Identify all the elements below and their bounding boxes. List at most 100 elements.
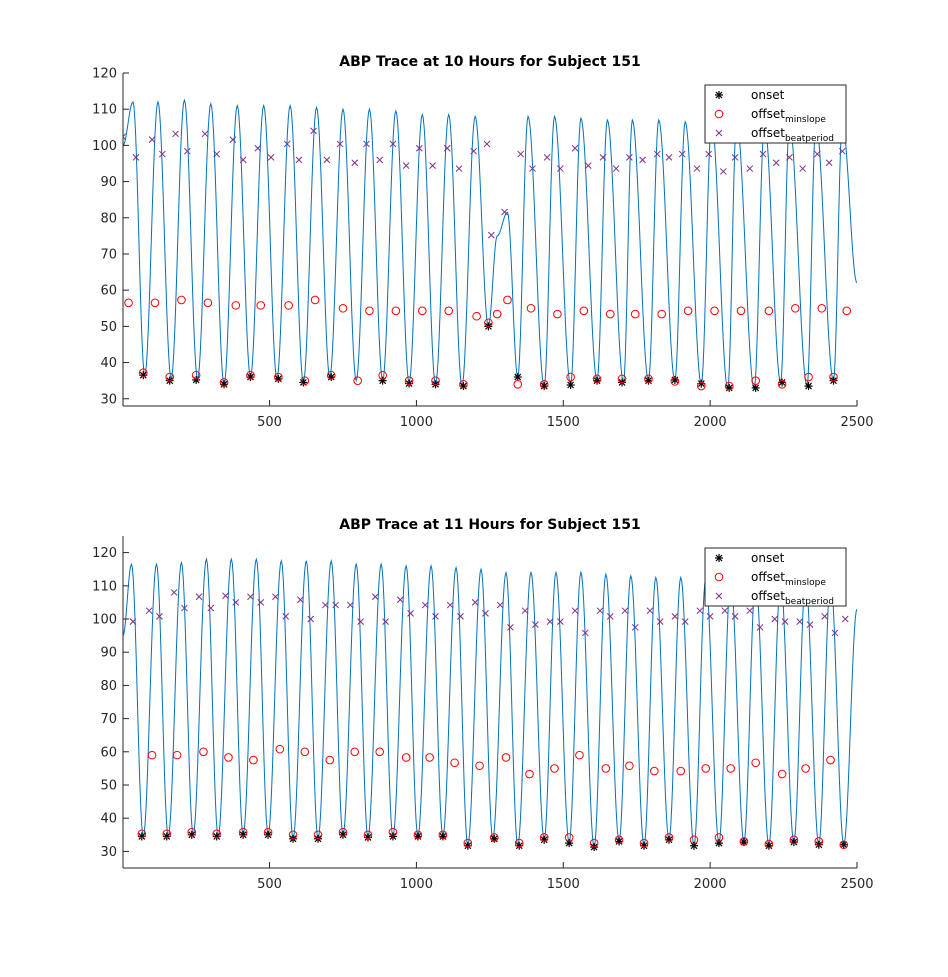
y-tick-label: 100 <box>92 613 117 628</box>
point-offset_beatperiod <box>402 162 410 170</box>
point-offset_beatperiod <box>665 153 673 161</box>
point-offset_minslope <box>564 833 574 842</box>
point-offset_minslope <box>246 370 255 380</box>
point-offset_beatperiod <box>731 153 739 161</box>
point-offset_beatperiod <box>132 153 140 161</box>
point-offset_minslope <box>137 829 147 839</box>
point-onset <box>246 373 255 382</box>
point-offset_minslope <box>526 303 536 313</box>
point-offset_minslope <box>777 379 787 389</box>
point-offset_beatperiod <box>213 150 221 158</box>
point-offset_beatperiod <box>693 165 701 172</box>
point-offset_beatperiod <box>831 629 839 637</box>
point-offset_minslope <box>579 306 589 316</box>
point-offset_minslope <box>275 744 285 754</box>
point-offset_beatperiod <box>257 599 265 606</box>
point-offset_beatperiod <box>351 159 359 167</box>
point-onset <box>513 373 522 382</box>
y-tick-label: 110 <box>92 103 117 118</box>
point-offset_minslope <box>701 764 711 773</box>
point-offset_beatperiod <box>446 601 454 609</box>
point-offset_beatperiod <box>181 604 188 612</box>
chart-1: ABP Trace at 10 Hours for Subject 151 30 4… <box>92 54 873 430</box>
y-tick-label: 110 <box>92 579 117 594</box>
point-offset_minslope <box>817 303 827 313</box>
point-offset_beatperiod <box>195 593 203 601</box>
point-offset_beatperiod <box>322 601 329 609</box>
point-offset_minslope <box>238 827 248 837</box>
point-offset_beatperiod <box>170 589 178 596</box>
point-offset_beatperiod <box>421 601 429 609</box>
abp-trace-line <box>123 557 857 850</box>
x-icon <box>715 592 723 600</box>
point-offset_beatperiod <box>612 165 620 172</box>
point-onset <box>839 840 848 849</box>
point-offset_minslope <box>350 747 360 757</box>
point-offset_beatperiod <box>283 140 291 148</box>
point-offset_minslope <box>313 830 323 840</box>
point-offset_minslope <box>736 306 746 316</box>
point-offset_minslope <box>365 306 374 316</box>
point-offset_beatperiod <box>332 601 340 609</box>
point-offset_beatperiod <box>487 231 495 239</box>
x-tick-label: 2000 <box>694 877 727 892</box>
point-offset_minslope <box>724 381 734 391</box>
point-offset_minslope <box>605 309 615 319</box>
point-offset_minslope <box>657 309 666 319</box>
point-offset_beatperiod <box>799 165 807 172</box>
point-offset_minslope <box>472 311 481 321</box>
x-tick-label: 1500 <box>547 415 580 430</box>
point-offset_beatperiod <box>639 156 646 164</box>
series-offset_minslope <box>137 744 849 850</box>
point-offset_beatperiod <box>145 607 153 615</box>
star-icon <box>715 554 723 562</box>
point-offset_minslope <box>391 306 401 316</box>
point-offset_minslope <box>450 758 459 768</box>
point-offset_beatperiod <box>772 159 780 167</box>
point-offset_minslope <box>231 301 241 310</box>
plot-area <box>123 557 857 852</box>
point-offset_minslope <box>431 376 440 385</box>
legend-box <box>704 84 847 144</box>
point-offset_beatperiod <box>671 612 679 620</box>
point-offset_minslope <box>425 753 434 762</box>
point-offset_beatperiod <box>786 153 793 161</box>
point-offset_beatperiod <box>771 615 779 623</box>
point-onset <box>804 382 813 391</box>
x-tick-label: 1000 <box>400 415 433 430</box>
circle-icon <box>714 572 724 582</box>
y-tick-label: 60 <box>100 745 117 760</box>
point-offset_minslope <box>575 750 584 760</box>
point-offset_minslope <box>338 827 348 837</box>
point-offset_beatperiod <box>323 156 331 164</box>
point-offset_beatperiod <box>821 612 829 620</box>
point-offset_minslope <box>172 750 182 760</box>
x-tick-label: 2000 <box>694 415 727 430</box>
point-offset_minslope <box>789 835 799 845</box>
point-offset_minslope <box>401 753 411 762</box>
point-offset_minslope <box>639 838 649 848</box>
point-offset_beatperiod <box>631 623 639 631</box>
point-offset_minslope <box>630 309 640 319</box>
point-offset_beatperiod <box>282 612 290 620</box>
point-offset_beatperiod <box>148 136 156 143</box>
point-offset_minslope <box>726 764 736 773</box>
point-offset_minslope <box>714 833 724 842</box>
x-tick-label: 2500 <box>840 877 873 892</box>
point-onset <box>540 382 549 391</box>
plot-area <box>123 98 857 392</box>
y-tick-label: 30 <box>100 845 117 860</box>
point-offset_beatperiod <box>806 621 814 628</box>
y-tick-label: 30 <box>100 392 117 407</box>
point-offset_beatperiod <box>646 607 654 615</box>
point-offset_beatperiod <box>529 165 536 172</box>
point-offset_beatperiod <box>501 208 508 216</box>
point-offset_beatperiod <box>584 162 592 170</box>
point-offset_beatperiod <box>759 150 767 158</box>
point-offset_minslope <box>438 830 448 840</box>
point-offset_minslope <box>353 376 362 385</box>
point-offset_beatperiod <box>838 147 846 155</box>
y-tick-label: 80 <box>100 679 117 694</box>
